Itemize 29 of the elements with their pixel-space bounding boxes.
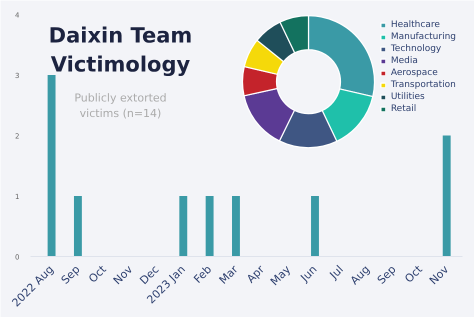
text: Publicly extorted victims (n=14) [74, 92, 167, 120]
bar [179, 196, 188, 256]
x-tick-label: Nov [426, 262, 452, 288]
x-tick-label: Apr [244, 262, 268, 286]
x-tick-label: Jun [298, 262, 320, 285]
legend-label: Transportation [390, 80, 456, 90]
bar [311, 196, 319, 256]
legend-label: Manufacturing [390, 32, 456, 42]
legend-label: Technology [390, 44, 442, 54]
text: Daixin Team Victimology [48, 24, 192, 76]
legend-label: Healthcare [390, 20, 440, 30]
x-tick-label: Sep [374, 262, 399, 287]
x-tick-label: Oct [86, 262, 110, 286]
x-tick-label: Oct [402, 262, 426, 286]
x-tick-label: Aug [348, 262, 372, 288]
x-tick-label: Sep [58, 262, 83, 287]
legend-label: Media [390, 56, 418, 66]
x-tick-label: Nov [110, 262, 136, 288]
bar [232, 196, 240, 256]
bar [74, 196, 82, 256]
x-tick-label: Mar [216, 262, 241, 287]
x-tick-label: Feb [191, 262, 214, 286]
x-tick-label: Jul [326, 262, 346, 282]
legend-label: Retail [390, 104, 416, 114]
legend-label: Aerospace [390, 68, 438, 78]
bar [442, 136, 451, 256]
bar [206, 196, 214, 256]
legend-label: Utilities [390, 92, 425, 102]
bar [48, 75, 56, 256]
